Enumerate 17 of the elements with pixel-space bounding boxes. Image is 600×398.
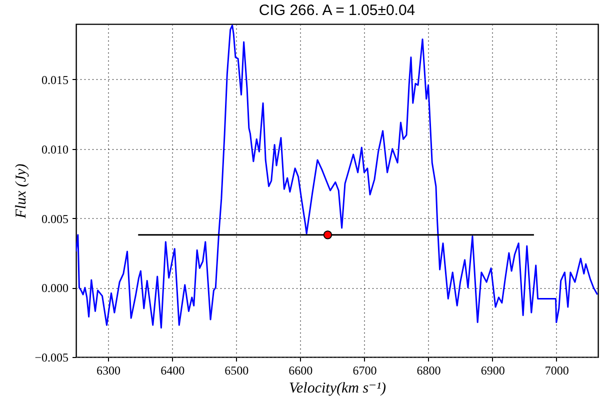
x-tick-label: 6500 <box>224 364 249 378</box>
x-tick-label: 7000 <box>544 364 569 378</box>
chart-title: CIG 266. A = 1.05±0.04 <box>258 2 416 19</box>
y-tick-label: 0.015 <box>42 73 68 87</box>
x-tick-label: 6300 <box>96 364 121 378</box>
x-tick-label: 6400 <box>160 364 185 378</box>
x-tick-label: 6600 <box>288 364 313 378</box>
line-series <box>76 24 598 329</box>
x-tick-label: 6700 <box>352 364 377 378</box>
x-tick-label: 6800 <box>416 364 441 378</box>
y-axis-title: Flux (Jy) <box>14 164 30 220</box>
y-tick-label: −0.005 <box>34 350 68 364</box>
x-axis-title: Velocity(km s⁻¹) <box>289 380 386 396</box>
y-tick-label: 0.010 <box>42 142 68 156</box>
x-tick-label: 6900 <box>480 364 505 378</box>
y-tick-label: 0.005 <box>42 212 68 226</box>
y-tick-label: 0.000 <box>42 281 68 296</box>
